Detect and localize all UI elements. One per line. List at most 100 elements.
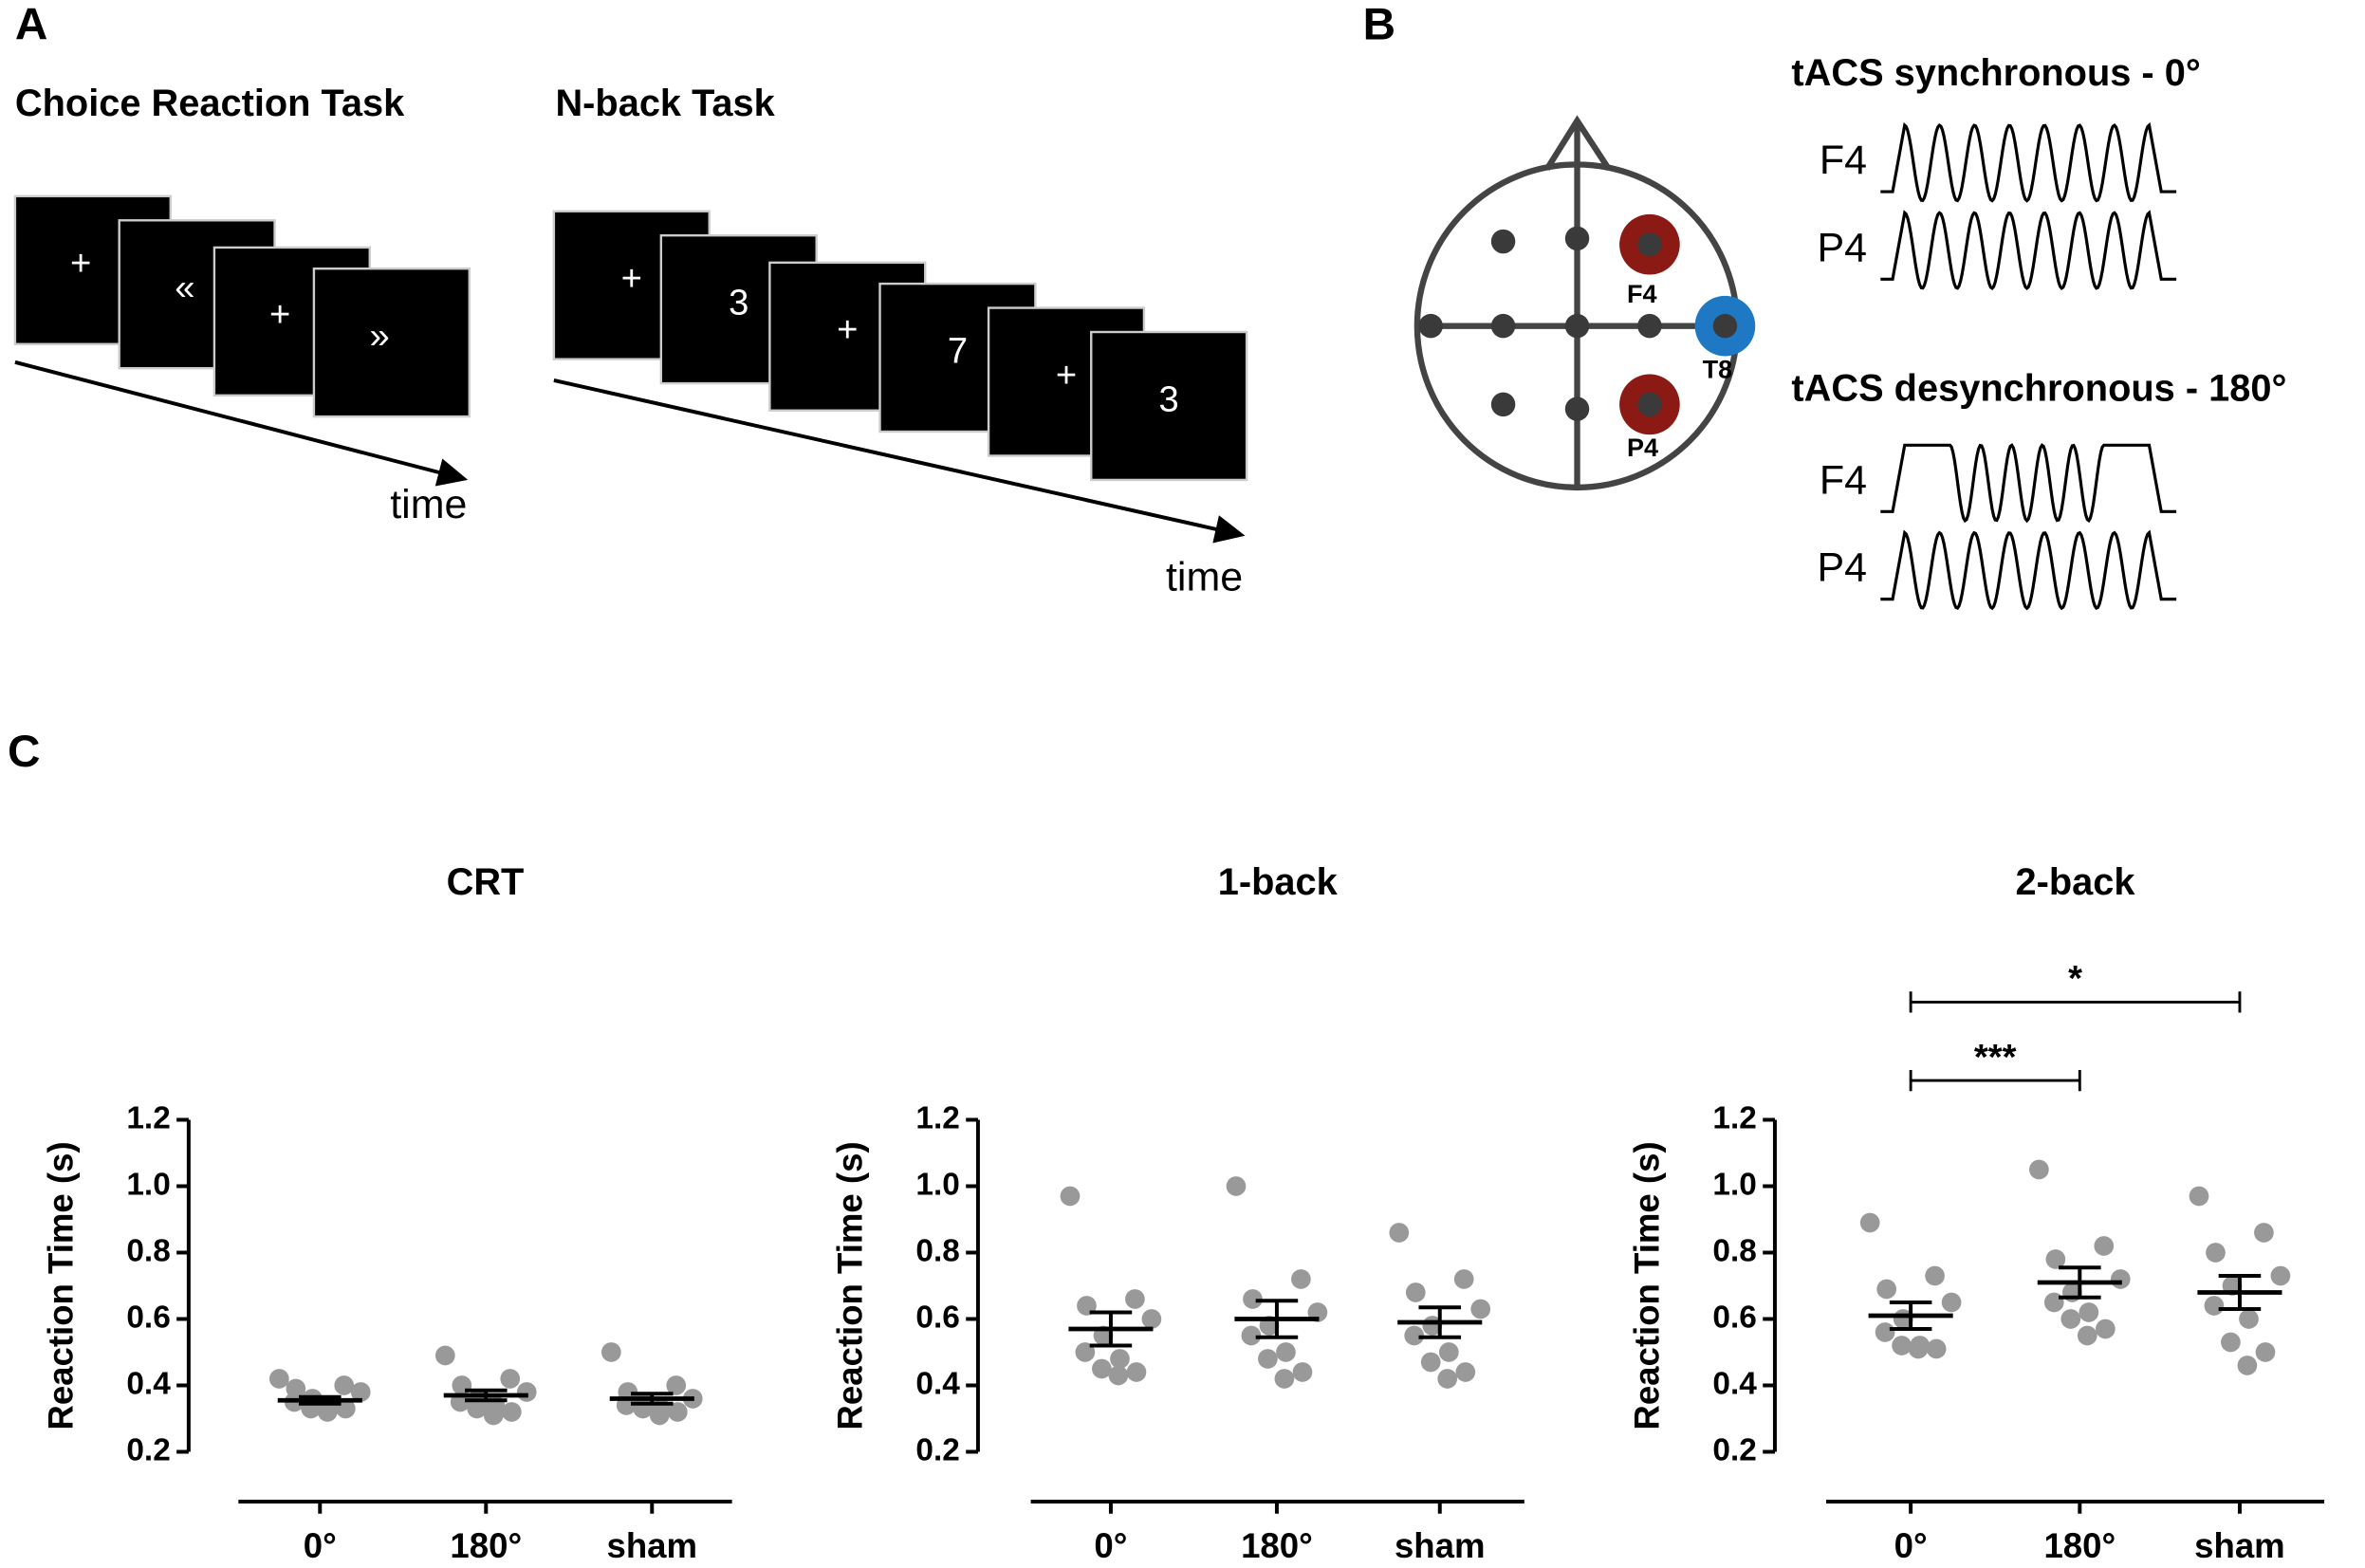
- data-point: [1925, 1265, 1945, 1286]
- data-point: [2221, 1332, 2241, 1353]
- data-point: [1859, 1212, 1880, 1233]
- x-tick-label: 180°: [450, 1526, 522, 1565]
- data-point: [1438, 1342, 1459, 1362]
- y-tick-label: 0.8: [1712, 1233, 1756, 1268]
- screen-symbol: «: [175, 267, 194, 308]
- data-point: [501, 1402, 522, 1422]
- time-arrow: [14, 360, 452, 478]
- y-tick-label: 1.0: [126, 1167, 170, 1202]
- data-point: [2189, 1186, 2209, 1207]
- y-tick-label: 1.2: [1712, 1100, 1756, 1135]
- channel-label: F4: [1820, 457, 1867, 503]
- data-point: [1276, 1342, 1296, 1362]
- x-tick-label: 0°: [304, 1526, 337, 1565]
- panel-label: C: [8, 727, 40, 777]
- screen-symbol: 3: [729, 282, 748, 323]
- data-point: [1243, 1289, 1263, 1309]
- chart-title: 2-back: [2016, 861, 2136, 903]
- data-point: [649, 1405, 670, 1426]
- data-point: [467, 1398, 488, 1419]
- significance-bracket: [1909, 1069, 2081, 1092]
- waveform: [1880, 121, 2177, 203]
- y-tick-label: 1.0: [915, 1167, 959, 1202]
- data-point: [2110, 1269, 2131, 1289]
- data-point: [2094, 1236, 2115, 1256]
- data-point: [317, 1402, 338, 1422]
- task-title: N-back Task: [555, 83, 775, 124]
- time-arrow: [553, 378, 1229, 534]
- data-point: [2060, 1309, 2081, 1329]
- y-axis-label: Reaction Time (s): [41, 1141, 80, 1430]
- data-point: [516, 1382, 537, 1402]
- data-point: [1941, 1292, 1962, 1313]
- data-point: [1405, 1282, 1426, 1302]
- screen: [1090, 330, 1248, 482]
- data-point: [1892, 1336, 1912, 1356]
- y-tick-label: 0.6: [915, 1300, 959, 1335]
- x-tick-label: 0°: [1894, 1526, 1928, 1565]
- time-label: time: [1166, 554, 1243, 600]
- data-point: [1108, 1365, 1129, 1386]
- data-point: [1241, 1325, 1262, 1346]
- y-axis-label: Reaction Time (s): [1628, 1141, 1667, 1430]
- data-point: [1125, 1289, 1145, 1309]
- data-point: [2029, 1159, 2049, 1180]
- data-point: [600, 1342, 621, 1362]
- data-point: [1437, 1369, 1458, 1389]
- data-point: [268, 1369, 289, 1389]
- data-point: [2096, 1319, 2116, 1339]
- y-tick-label: 0.8: [126, 1233, 170, 1268]
- data-point: [2206, 1243, 2226, 1263]
- data-point: [1420, 1352, 1441, 1373]
- data-point: [666, 1375, 687, 1395]
- y-axis-label: Reaction Time (s): [831, 1141, 870, 1430]
- significance-bracket: [1909, 991, 2242, 1013]
- waveform: [1880, 210, 2177, 291]
- channel-label: P4: [1817, 225, 1867, 270]
- data-point: [2077, 1325, 2097, 1346]
- y-tick-label: 0.4: [1712, 1366, 1757, 1401]
- x-tick-label: sham: [2194, 1526, 2285, 1565]
- significance-label: *: [2068, 958, 2082, 999]
- data-point: [1274, 1369, 1295, 1389]
- electrode-dots: [1418, 226, 1738, 421]
- data-point: [1404, 1325, 1425, 1346]
- data-point: [2079, 1302, 2099, 1322]
- screen: [312, 267, 471, 418]
- arrow-head: [1212, 515, 1246, 544]
- panel-label: A: [15, 0, 47, 49]
- y-tick-label: 1.2: [126, 1100, 170, 1135]
- x-tick-label: 180°: [1241, 1526, 1313, 1565]
- condition-title: tACS synchronous - 0°: [1791, 52, 2200, 94]
- electrode-label: F4: [1627, 280, 1657, 308]
- electrode-label: P4: [1627, 434, 1658, 462]
- x-tick-label: sham: [1395, 1526, 1486, 1565]
- data-point: [500, 1369, 521, 1389]
- y-tick-label: 0.2: [1712, 1432, 1756, 1467]
- y-tick-label: 0.2: [915, 1432, 959, 1467]
- data-point: [2254, 1223, 2274, 1243]
- y-tick-label: 0.2: [126, 1432, 170, 1467]
- panel-label: B: [1363, 0, 1395, 49]
- screen-symbol: 3: [1159, 378, 1179, 419]
- data-point: [1060, 1186, 1081, 1207]
- data-point: [2270, 1265, 2291, 1286]
- data-point: [1092, 1358, 1112, 1379]
- data-point: [434, 1345, 455, 1366]
- data-point: [483, 1405, 504, 1426]
- task-title: Choice Reaction Task: [15, 83, 405, 124]
- data-point: [2204, 1296, 2225, 1316]
- data-point: [1292, 1362, 1313, 1382]
- data-point: [1141, 1309, 1162, 1329]
- data-point: [667, 1402, 688, 1422]
- screen-symbol: 7: [948, 330, 968, 371]
- waveform: [1880, 529, 2177, 611]
- condition-title: tACS desynchronous - 180°: [1791, 368, 2286, 410]
- chart-title: 1-back: [1218, 861, 1339, 903]
- screen-symbol: +: [837, 309, 858, 350]
- data-point: [1875, 1322, 1895, 1342]
- data-point: [2045, 1249, 2066, 1269]
- y-tick-label: 0.6: [126, 1300, 170, 1335]
